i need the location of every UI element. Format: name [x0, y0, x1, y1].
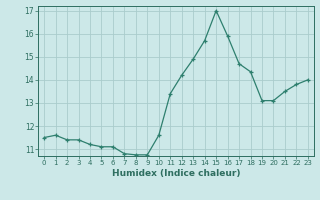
X-axis label: Humidex (Indice chaleur): Humidex (Indice chaleur) [112, 169, 240, 178]
